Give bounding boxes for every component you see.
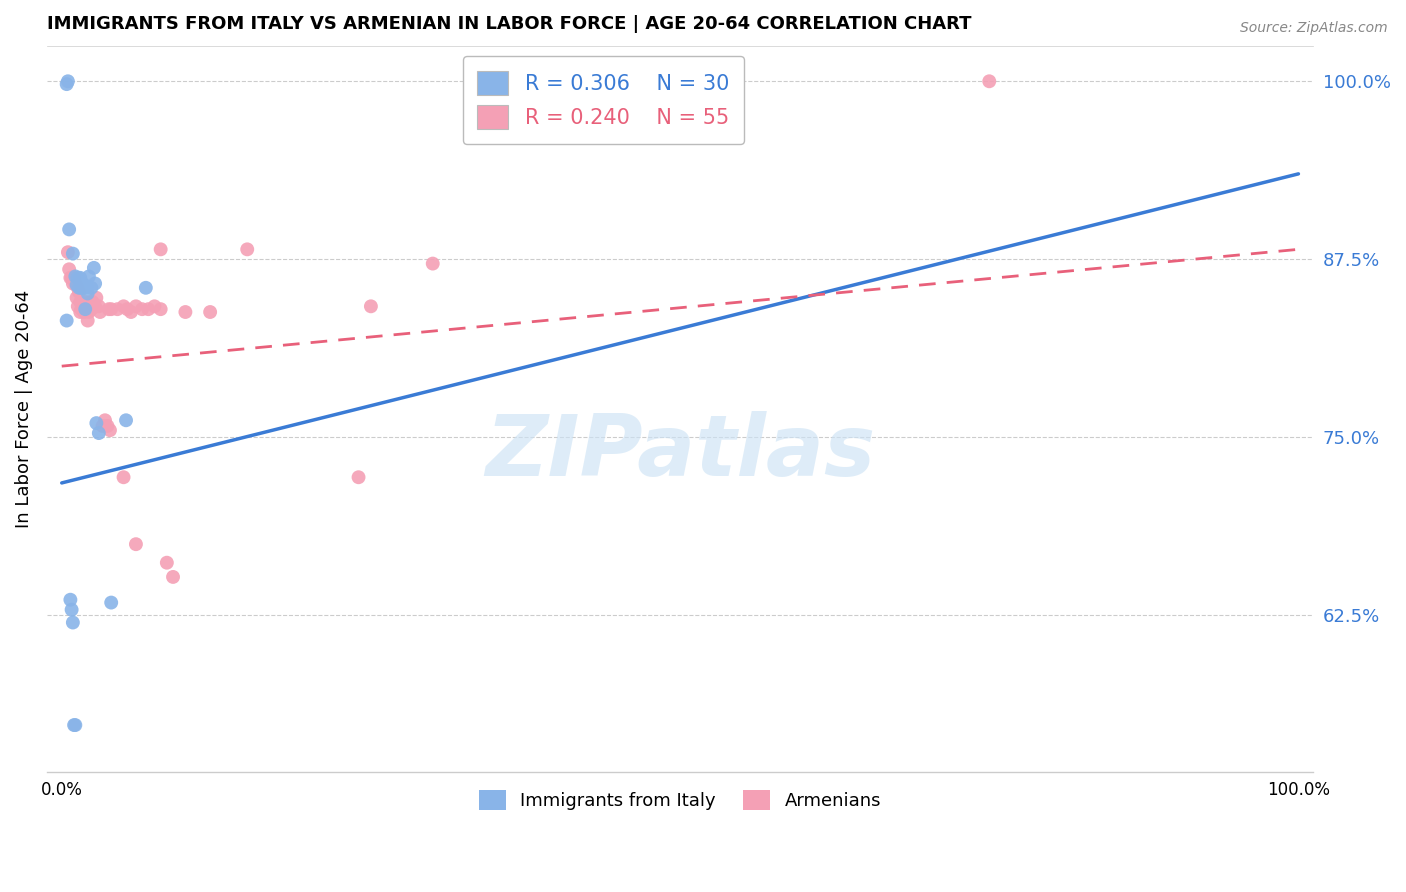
Point bbox=[77, 305, 100, 319]
Text: Source: ZipAtlas.com: Source: ZipAtlas.com bbox=[1240, 21, 1388, 35]
Point bbox=[120, 305, 142, 319]
Point bbox=[94, 413, 117, 427]
Point bbox=[112, 470, 135, 484]
Point bbox=[87, 299, 110, 313]
Point bbox=[86, 416, 108, 430]
Point bbox=[66, 270, 89, 285]
Point bbox=[65, 277, 87, 291]
Point bbox=[236, 243, 259, 257]
Point bbox=[422, 257, 444, 271]
Point bbox=[56, 245, 79, 260]
Point bbox=[115, 413, 138, 427]
Point bbox=[117, 302, 139, 317]
Point bbox=[80, 302, 103, 317]
Point bbox=[75, 302, 97, 317]
Point bbox=[979, 74, 1001, 88]
Point bbox=[97, 302, 120, 317]
Point bbox=[89, 305, 111, 319]
Point bbox=[77, 269, 100, 284]
Point bbox=[198, 305, 221, 319]
Point bbox=[69, 270, 91, 285]
Point bbox=[75, 279, 97, 293]
Y-axis label: In Labor Force | Age 20-64: In Labor Force | Age 20-64 bbox=[15, 290, 32, 528]
Point bbox=[83, 260, 105, 275]
Point bbox=[72, 299, 94, 313]
Point bbox=[143, 299, 166, 313]
Point bbox=[86, 291, 108, 305]
Point bbox=[174, 305, 197, 319]
Point bbox=[73, 281, 96, 295]
Point bbox=[135, 281, 157, 295]
Point bbox=[67, 285, 90, 299]
Point bbox=[112, 299, 135, 313]
Point bbox=[60, 603, 83, 617]
Point bbox=[100, 302, 122, 317]
Point bbox=[96, 419, 118, 434]
Point bbox=[73, 305, 96, 319]
Point bbox=[75, 295, 97, 310]
Point bbox=[82, 295, 104, 310]
Point bbox=[65, 291, 87, 305]
Point bbox=[162, 570, 184, 584]
Text: 0.0%: 0.0% bbox=[41, 780, 83, 798]
Text: ZIPatlas: ZIPatlas bbox=[485, 411, 875, 494]
Point bbox=[62, 615, 84, 630]
Point bbox=[105, 302, 128, 317]
Point bbox=[63, 718, 86, 732]
Point bbox=[125, 299, 148, 313]
Point bbox=[347, 470, 370, 484]
Point bbox=[156, 556, 179, 570]
Point bbox=[76, 286, 98, 301]
Point bbox=[149, 243, 172, 257]
Point bbox=[66, 299, 89, 313]
Point bbox=[79, 295, 101, 310]
Point bbox=[98, 423, 121, 437]
Point bbox=[360, 299, 382, 313]
Point bbox=[91, 419, 114, 434]
Point bbox=[136, 302, 159, 317]
Point bbox=[62, 246, 84, 260]
Point bbox=[70, 281, 93, 295]
Point bbox=[84, 299, 107, 313]
Point bbox=[65, 269, 87, 284]
Point bbox=[72, 277, 94, 291]
Point bbox=[55, 313, 77, 327]
Point bbox=[66, 281, 89, 295]
Point bbox=[65, 718, 87, 732]
Point bbox=[56, 74, 79, 88]
Text: IMMIGRANTS FROM ITALY VS ARMENIAN IN LABOR FORCE | AGE 20-64 CORRELATION CHART: IMMIGRANTS FROM ITALY VS ARMENIAN IN LAB… bbox=[46, 15, 972, 33]
Point bbox=[63, 270, 86, 285]
Point bbox=[75, 302, 97, 317]
Point bbox=[55, 77, 77, 91]
Point bbox=[125, 537, 148, 551]
Point bbox=[69, 305, 91, 319]
Point bbox=[65, 277, 87, 292]
Point bbox=[69, 295, 91, 310]
Point bbox=[67, 281, 90, 295]
Point bbox=[59, 592, 82, 607]
Point bbox=[83, 299, 105, 313]
Legend: Immigrants from Italy, Armenians: Immigrants from Italy, Armenians bbox=[472, 783, 889, 818]
Point bbox=[87, 426, 110, 441]
Point bbox=[100, 596, 122, 610]
Text: 100.0%: 100.0% bbox=[1267, 780, 1330, 798]
Point bbox=[59, 270, 82, 285]
Point bbox=[84, 277, 107, 291]
Point bbox=[131, 302, 153, 317]
Point bbox=[60, 270, 83, 285]
Point bbox=[58, 222, 80, 236]
Point bbox=[149, 302, 172, 317]
Point bbox=[70, 302, 93, 317]
Point bbox=[76, 313, 98, 327]
Point bbox=[58, 262, 80, 277]
Point bbox=[80, 281, 103, 295]
Point bbox=[62, 277, 84, 291]
